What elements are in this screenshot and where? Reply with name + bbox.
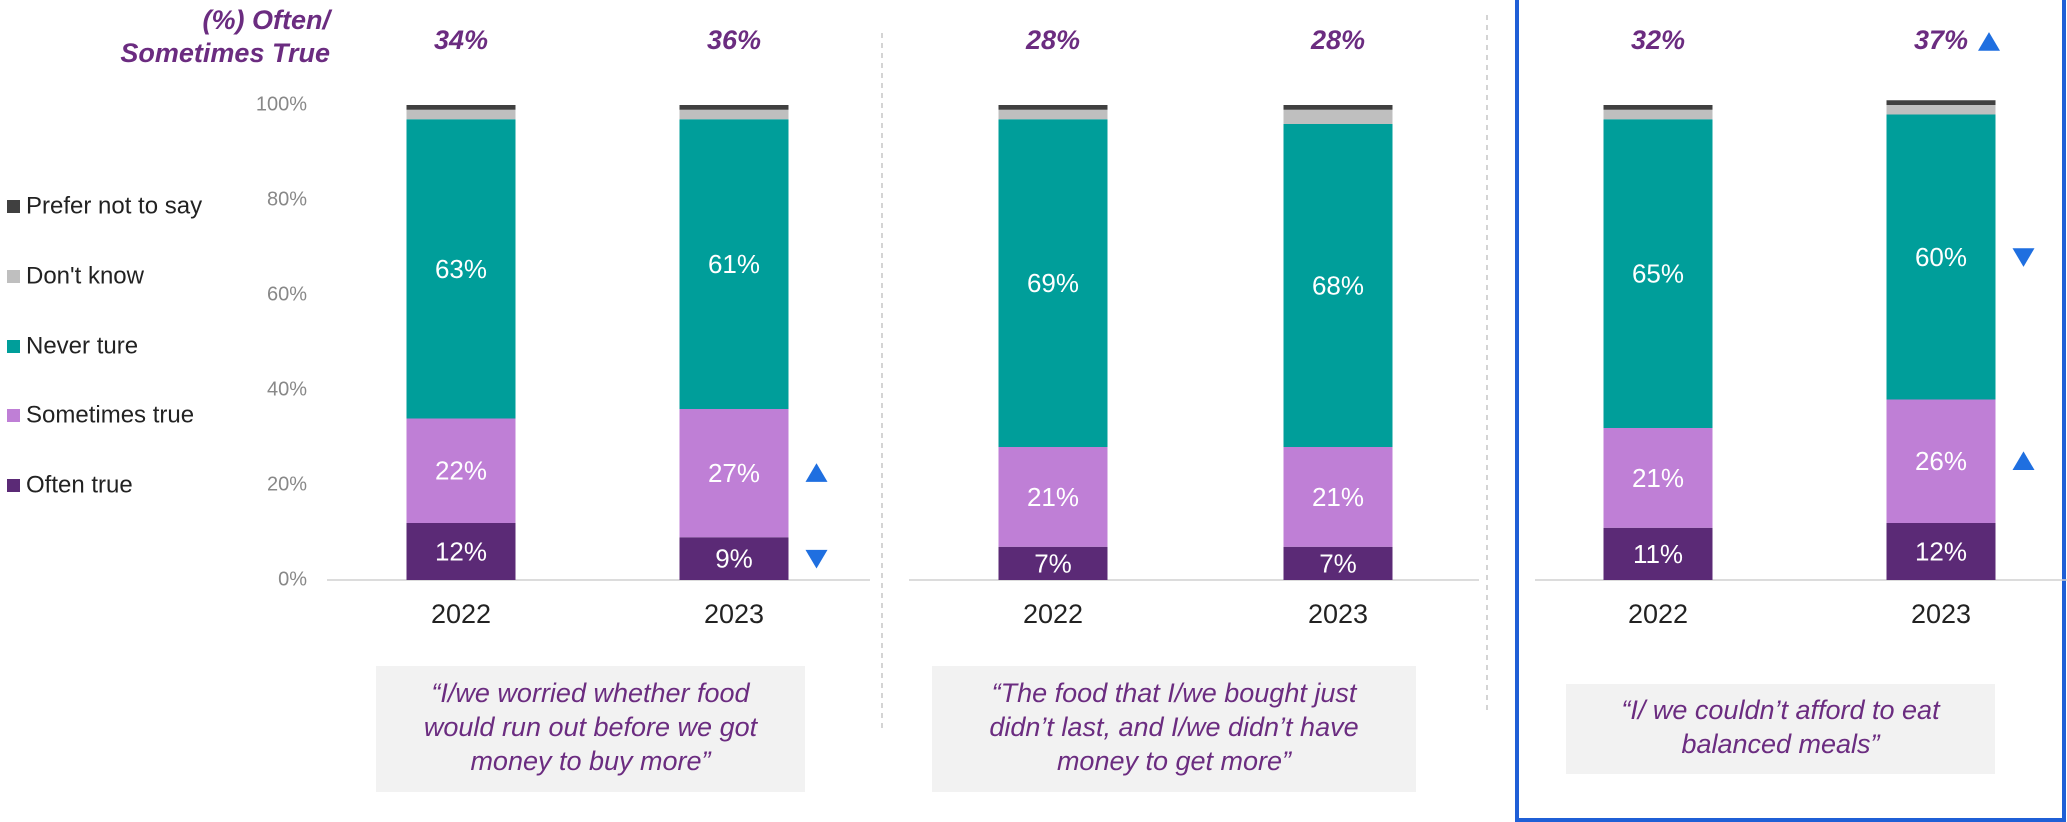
header: (%) Often/ bbox=[203, 5, 333, 35]
x-tick-label: 2022 bbox=[1628, 599, 1688, 629]
y-tick-label: 40% bbox=[267, 378, 307, 400]
bar-segment bbox=[1603, 527, 1713, 580]
value-label: 12% bbox=[435, 536, 487, 566]
value-label: 61% bbox=[708, 249, 760, 279]
bar-segment bbox=[406, 119, 516, 419]
bar-segment bbox=[679, 105, 789, 110]
bar-segment bbox=[1886, 399, 1996, 523]
top-label: 28% bbox=[1310, 25, 1365, 55]
quote-text: “I/ we couldn’t afford to eat bbox=[1621, 695, 1941, 725]
value-label: 9% bbox=[715, 544, 753, 574]
bar-segment bbox=[998, 119, 1108, 447]
top-label: 37% bbox=[1914, 25, 1968, 55]
value-label: 21% bbox=[1027, 482, 1079, 512]
y-tick-label: 0% bbox=[278, 568, 307, 590]
x-tick-label: 2023 bbox=[1911, 599, 1971, 629]
y-tick-label: 20% bbox=[267, 473, 307, 495]
legend-swatch bbox=[7, 200, 20, 213]
value-label: 12% bbox=[1915, 536, 1967, 566]
bar-segment bbox=[998, 447, 1108, 547]
significance-arrow bbox=[2012, 248, 2035, 267]
value-label: 68% bbox=[1312, 270, 1364, 300]
bar-segment bbox=[1603, 428, 1713, 528]
x-tick-label: 2022 bbox=[1023, 599, 1083, 629]
bar-segment bbox=[1886, 523, 1996, 580]
legend-label: Never ture bbox=[26, 332, 138, 359]
value-label: 69% bbox=[1027, 268, 1079, 298]
bar-segment bbox=[1283, 546, 1393, 580]
quote-text: money to buy more” bbox=[470, 746, 711, 776]
legend-label: Sometimes true bbox=[26, 401, 194, 428]
bar-segment bbox=[679, 537, 789, 580]
quote-box bbox=[1566, 684, 1995, 774]
bar-segment bbox=[679, 119, 789, 409]
value-label: 65% bbox=[1632, 259, 1684, 289]
value-label: 21% bbox=[1312, 482, 1364, 512]
header: Sometimes True bbox=[120, 38, 330, 68]
legend-label: Prefer not to say bbox=[26, 192, 202, 219]
value-label: 7% bbox=[1319, 548, 1357, 578]
significance-arrow bbox=[805, 549, 828, 569]
quote-text: money to get more” bbox=[1057, 746, 1292, 776]
value-label: 26% bbox=[1915, 446, 1967, 476]
bar-segment bbox=[1603, 109, 1713, 120]
bar-segment bbox=[1283, 124, 1393, 447]
x-tick-label: 2023 bbox=[1308, 599, 1368, 629]
legend-label: Don't know bbox=[26, 262, 145, 289]
x-tick-label: 2023 bbox=[704, 599, 764, 629]
quote-box bbox=[932, 666, 1416, 792]
bar-segment bbox=[998, 546, 1108, 580]
legend-swatch bbox=[7, 479, 20, 492]
quote-text: “I/we worried whether food bbox=[431, 678, 750, 708]
y-tick-label: 80% bbox=[267, 188, 307, 210]
significance-arrow bbox=[805, 463, 828, 482]
bar-segment bbox=[998, 105, 1108, 110]
y-tick-label: 100% bbox=[256, 93, 307, 115]
value-label: 60% bbox=[1915, 242, 1967, 272]
legend-swatch bbox=[7, 270, 20, 283]
quote-box bbox=[376, 666, 805, 792]
bar-segment bbox=[406, 109, 516, 120]
legend-swatch bbox=[7, 340, 20, 353]
bar-segment bbox=[1886, 114, 1996, 400]
bar-segment bbox=[1886, 105, 1996, 115]
highlight-box bbox=[1515, 0, 2066, 822]
quote-text: would run out before we got bbox=[424, 712, 759, 742]
legend-swatch bbox=[7, 409, 20, 422]
legend-label: Often true bbox=[26, 471, 133, 498]
bar-segment bbox=[406, 105, 516, 110]
bar-segment bbox=[1283, 447, 1393, 547]
top-label: 34% bbox=[434, 25, 488, 55]
quote-text: didn’t last, and I/we didn’t have bbox=[989, 712, 1358, 742]
significance-arrow bbox=[1978, 32, 2000, 51]
x-tick-label: 2022 bbox=[431, 599, 491, 629]
bar-segment bbox=[679, 409, 789, 538]
value-label: 27% bbox=[708, 458, 760, 488]
bar-segment bbox=[679, 109, 789, 120]
value-label: 21% bbox=[1632, 463, 1684, 493]
value-label: 22% bbox=[435, 456, 487, 486]
value-label: 11% bbox=[1633, 539, 1683, 569]
bar-segment bbox=[1603, 105, 1713, 110]
quote-text: “The food that I/we bought just bbox=[992, 678, 1358, 708]
y-tick-label: 60% bbox=[267, 283, 307, 305]
quote-text: balanced meals” bbox=[1681, 729, 1880, 759]
significance-arrow bbox=[2012, 451, 2035, 471]
bar-segment bbox=[1283, 105, 1393, 110]
top-label: 28% bbox=[1025, 25, 1080, 55]
bar-segment bbox=[1603, 119, 1713, 428]
bar-segment bbox=[406, 523, 516, 580]
value-label: 63% bbox=[435, 254, 487, 284]
top-label: 32% bbox=[1631, 25, 1685, 55]
top-label: 36% bbox=[707, 25, 761, 55]
bar-segment bbox=[998, 109, 1108, 120]
bar-segment bbox=[1886, 100, 1996, 105]
value-label: 7% bbox=[1034, 548, 1072, 578]
bar-segment bbox=[406, 418, 516, 523]
bar-segment bbox=[1283, 109, 1393, 124]
